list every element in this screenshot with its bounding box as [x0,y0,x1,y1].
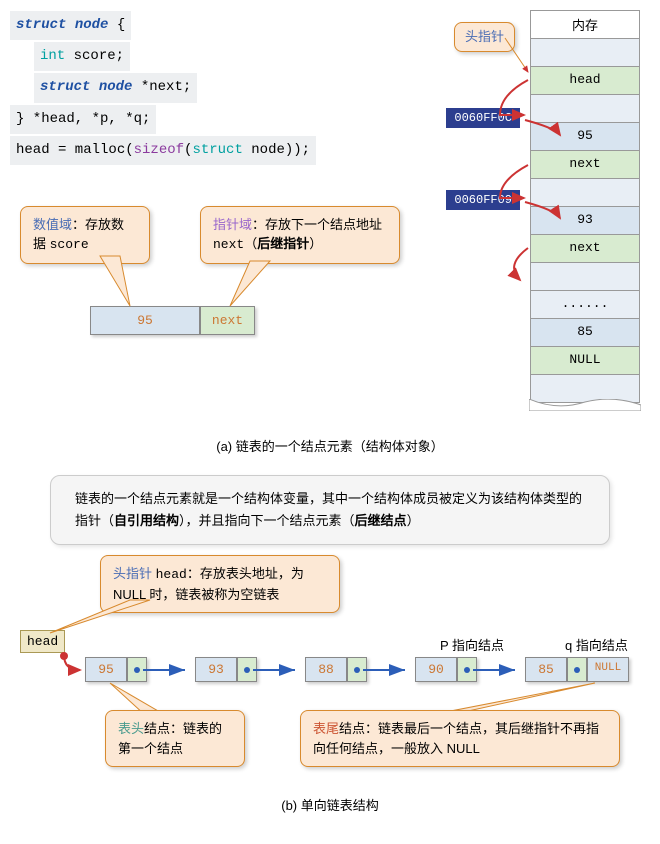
head-box: head [20,630,65,653]
caption-a: (a) 链表的一个结点元素（结构体对象） [10,436,650,455]
node-ptr [567,657,587,682]
memory-cell [530,179,640,207]
node-null: NULL [587,657,629,682]
callout-head-b: 头指针 head：存放表头地址，为 NULL 时，链表被称为空链表 [100,555,340,613]
list-node: 85 NULL [525,657,629,682]
node-ptr [237,657,257,682]
kw-struct: struct [16,17,66,33]
torn-edge-icon [529,399,641,411]
callout-table-tail: 表尾结点：链表最后一个结点，其后继指针不再指向任何结点，一般放入 NULL [300,710,620,767]
memory-cell: NULL [530,347,640,375]
memory-cell: ...... [530,291,640,319]
p-label: P 指向结点 [440,635,504,654]
code-block: struct node { int score; struct node *ne… [10,10,410,166]
explanation-box: 链表的一个结点元素就是一个结构体变量，其中一个结构体成员被定义为该结构体类型的指… [50,475,610,545]
memory-header: 内存 [530,10,640,39]
address-1: 0060FF0C [446,108,520,128]
memory-cell: 93 [530,207,640,235]
q-label: q 指向结点 [565,635,628,654]
node-value: 88 [305,657,347,682]
callout-table-head: 表头结点：链表的第一个结点 [105,710,245,767]
memory-cell: next [530,151,640,179]
memory-cell [530,39,640,67]
node-ptr [457,657,477,682]
memory-cell [530,95,640,123]
memory-cell: next [530,235,640,263]
callout-data-field: 数值域：存放数据 score [20,206,150,264]
node-value: 93 [195,657,237,682]
memory-cell [530,263,640,291]
node-next-cell: next [200,306,255,335]
node-ptr [347,657,367,682]
list-node: 88 [305,657,367,682]
memory-column: 内存 head95next93next......85NULL [530,10,640,403]
address-2: 0060FF09 [446,190,520,210]
list-node: 95 [85,657,147,682]
node-value-cell: 95 [90,306,200,335]
kw-node: node [75,17,109,33]
kw-int: int [40,48,65,64]
node-value: 95 [85,657,127,682]
node-value: 90 [415,657,457,682]
list-node: 93 [195,657,257,682]
node-value: 85 [525,657,567,682]
list-node: 90 [415,657,477,682]
callout-ptr-field: 指针域：存放下一个结点地址 next（后继指针） [200,206,400,264]
node-ptr [127,657,147,682]
callout-head-pointer-mem: 头指针 [454,22,515,52]
memory-cell: 95 [530,123,640,151]
memory-cell: head [530,67,640,95]
memory-cell: 85 [530,319,640,347]
linked-list-diagram: 头指针 head：存放表头地址，为 NULL 时，链表被称为空链表 head P… [10,555,650,775]
